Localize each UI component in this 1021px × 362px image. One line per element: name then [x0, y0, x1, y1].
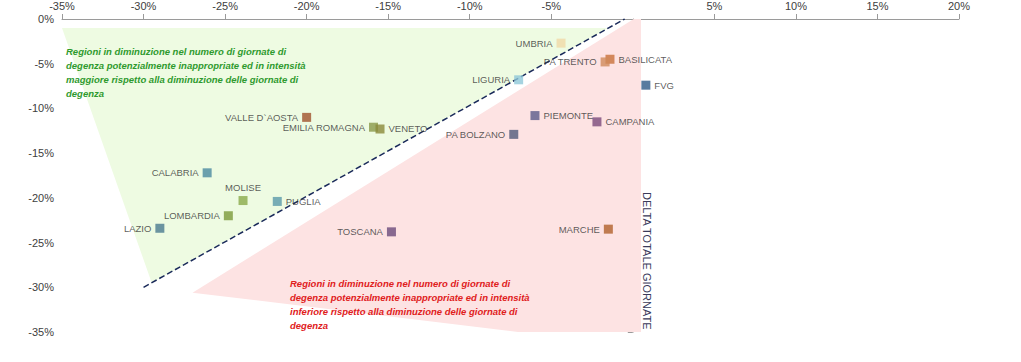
svg-text:-20%: -20%	[294, 0, 320, 12]
svg-text:Regioni in diminuzione nel num: Regioni in diminuzione nel numero di gio…	[290, 278, 510, 289]
svg-text:CAMPANIA: CAMPANIA	[605, 116, 655, 127]
svg-text:20%: 20%	[948, 0, 970, 12]
svg-text:PUGLIA: PUGLIA	[286, 196, 322, 207]
svg-text:-15%: -15%	[375, 0, 401, 12]
svg-text:-10%: -10%	[28, 102, 54, 114]
svg-text:degenza potenzialmente inappro: degenza potenzialmente inappropriate ed …	[66, 60, 306, 71]
svg-text:10%: 10%	[785, 0, 807, 12]
svg-text:PA BOLZANO: PA BOLZANO	[446, 129, 505, 140]
svg-text:inferiore rispetto alla diminu: inferiore rispetto alla diminuzione dell…	[290, 306, 518, 317]
svg-text:PIEMONTE: PIEMONTE	[543, 110, 593, 121]
svg-text:VALLE D`AOSTA: VALLE D`AOSTA	[225, 111, 299, 123]
svg-text:0%: 0%	[38, 13, 54, 25]
svg-text:-35%: -35%	[28, 326, 54, 338]
svg-text:-25%: -25%	[212, 0, 238, 12]
svg-text:-10%: -10%	[457, 0, 483, 12]
svg-text:-30%: -30%	[131, 0, 157, 12]
svg-text:LIGURIA: LIGURIA	[472, 74, 511, 85]
svg-text:-5%: -5%	[34, 58, 54, 70]
svg-text:-35%: -35%	[49, 0, 75, 12]
svg-text:PA TRENTO: PA TRENTO	[544, 56, 597, 67]
svg-text:-25%: -25%	[28, 237, 54, 249]
svg-text:-15%: -15%	[28, 147, 54, 159]
svg-text:MOLISE: MOLISE	[225, 182, 261, 193]
svg-text:LAZIO: LAZIO	[124, 223, 151, 234]
svg-text:DELTA TOTALE GIORNATE: DELTA TOTALE GIORNATE	[641, 192, 653, 330]
svg-text:-30%: -30%	[28, 281, 54, 293]
svg-text:-5%: -5%	[541, 0, 561, 12]
svg-text:VENETO: VENETO	[389, 123, 428, 134]
svg-text:BASILICATA: BASILICATA	[618, 54, 672, 65]
svg-text:Regioni in diminuzione nel num: Regioni in diminuzione nel numero di gio…	[66, 46, 286, 57]
svg-text:degenza potenzialmente inappro: degenza potenzialmente inappropriate ed …	[290, 292, 530, 303]
svg-text:5%: 5%	[706, 0, 722, 12]
svg-text:CALABRIA: CALABRIA	[152, 167, 200, 178]
svg-text:maggiore rispetto alla diminuz: maggiore rispetto alla diminuzione delle…	[66, 74, 299, 85]
svg-text:15%: 15%	[866, 0, 888, 12]
svg-text:MARCHE: MARCHE	[559, 224, 600, 235]
svg-text:LOMBARDIA: LOMBARDIA	[164, 210, 221, 221]
svg-text:TOSCANA: TOSCANA	[337, 226, 383, 237]
svg-text:FVG: FVG	[654, 80, 674, 91]
svg-text:EMILIA ROMAGNA: EMILIA ROMAGNA	[283, 122, 366, 133]
svg-text:degenza: degenza	[290, 320, 328, 331]
svg-text:-20%: -20%	[28, 192, 54, 204]
svg-text:degenza: degenza	[66, 88, 104, 99]
svg-text:UMBRIA: UMBRIA	[516, 38, 554, 49]
